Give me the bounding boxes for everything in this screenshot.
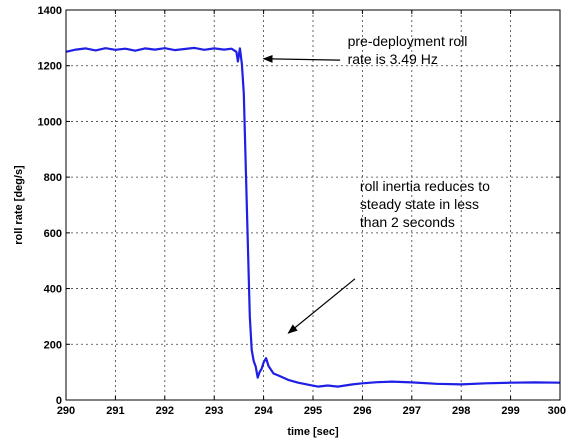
x-tick-label: 291 <box>106 405 124 417</box>
annotation-arrow <box>262 54 341 63</box>
annotation-line: pre-deployment roll <box>348 33 468 49</box>
x-tick-label: 290 <box>57 405 75 417</box>
x-tick-label: 297 <box>403 405 421 417</box>
annotation-line: than 2 seconds <box>360 214 455 230</box>
annotation-text: pre-deployment roll rate is 3.49 Hz <box>348 33 468 67</box>
y-tick-label: 800 <box>44 172 62 184</box>
annotation-line: roll inertia reduces to <box>360 178 490 194</box>
annotation-arrow <box>287 278 356 334</box>
y-tick-label: 0 <box>56 395 62 407</box>
y-tick-label: 1000 <box>38 116 62 128</box>
annotation-line: rate is 3.49 Hz <box>348 51 438 67</box>
x-tick-label: 299 <box>501 405 519 417</box>
y-tick-label: 1400 <box>38 5 62 17</box>
x-tick-label: 292 <box>156 405 174 417</box>
tick-layer: 290 291 292 293 294 295 296 297 298 299 300 0 200 400… <box>38 5 566 417</box>
x-axis-label: time [sec] <box>287 426 339 438</box>
x-tick-label: 293 <box>205 405 223 417</box>
annotation-text: roll inertia reduces to steady state in l… <box>360 178 490 230</box>
x-tick-label: 295 <box>304 405 322 417</box>
x-tick-label: 296 <box>353 405 371 417</box>
annotation-line: steady state in less <box>360 196 479 212</box>
x-tick-label: 298 <box>452 405 470 417</box>
x-tick-label: 300 <box>548 405 566 417</box>
grid <box>66 10 560 400</box>
y-tick-label: 600 <box>44 228 62 240</box>
y-axis-label: roll rate [deg/s] <box>13 165 25 245</box>
series-layer <box>65 46 561 388</box>
series-line <box>65 46 561 388</box>
y-tick-label: 1200 <box>38 61 62 73</box>
annotation-layer: pre-deployment roll rate is 3.49 Hz roll i… <box>262 33 490 334</box>
y-tick-label: 200 <box>44 339 62 351</box>
x-tick-label: 294 <box>254 405 273 417</box>
y-tick-label: 400 <box>44 284 62 296</box>
